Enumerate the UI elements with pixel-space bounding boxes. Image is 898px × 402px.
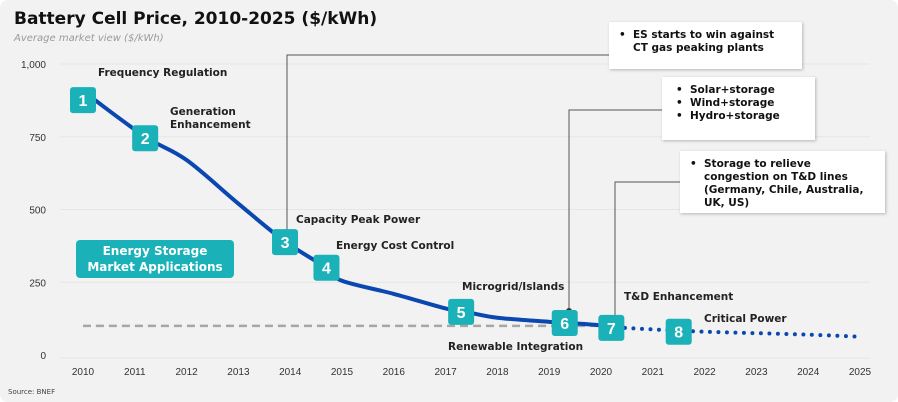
- x-tick-label: 2023: [745, 367, 768, 378]
- x-tick-label: 2018: [486, 367, 509, 378]
- marker-1-number: 1: [79, 93, 88, 110]
- x-tick-label: 2020: [590, 367, 613, 378]
- marker-2-number: 2: [141, 131, 150, 148]
- callout-item: ES starts to win against CT gas peaking …: [619, 29, 792, 55]
- marker-5-box: [448, 298, 475, 325]
- chart-title: Battery Cell Price, 2010-2025 ($/kWh): [14, 9, 378, 29]
- callout-item: Solar+storage: [676, 84, 805, 97]
- source-note: Source: BNEF: [8, 388, 56, 396]
- label-microgrid-islands: Microgrid/Islands: [462, 281, 565, 293]
- marker-5-number: 5: [457, 305, 466, 322]
- marker-1-box: [70, 87, 96, 114]
- marker-4-number: 4: [322, 261, 331, 278]
- chart-subtitle: Average market view ($/kWh): [14, 33, 164, 44]
- x-tick-label: 2022: [693, 367, 716, 378]
- x-tick-label: 2015: [331, 367, 354, 378]
- callout-item: Hydro+storage: [676, 110, 805, 123]
- label-capacity-peak-power: Capacity Peak Power: [296, 214, 421, 226]
- y-tick-label: 750: [29, 133, 46, 144]
- marker-8-box: [665, 318, 692, 345]
- marker-7-number: 7: [607, 321, 616, 338]
- callout-connector: [614, 181, 680, 319]
- x-tick-label: 2017: [434, 367, 457, 378]
- y-tick-label: 250: [29, 278, 46, 289]
- x-tick-label: 2011: [124, 367, 146, 378]
- callout-peaking-plants: ES starts to win against CT gas peaking …: [609, 22, 802, 69]
- marker-4-box: [313, 254, 340, 281]
- label-generation-enhancement: Generation Enhancement: [170, 106, 251, 132]
- x-tick-label: 2024: [797, 367, 820, 378]
- y-tick-label: 1,000: [21, 60, 46, 71]
- marker-6-number: 6: [560, 316, 569, 333]
- marker-2-box: [132, 125, 159, 152]
- market-applications-box: Energy Storage Market Applications: [76, 240, 234, 278]
- callout-item: Wind+storage: [676, 97, 805, 110]
- callout-congestion: Storage to relieve congestion on T&D lin…: [680, 151, 885, 213]
- label-renewable-integration: Renewable Integration: [448, 341, 584, 353]
- series-dotted-line: [614, 325, 862, 339]
- x-tick-label: 2012: [175, 367, 198, 378]
- x-tick-label: 2013: [227, 367, 250, 378]
- label-td-enhancement: T&D Enhancement: [624, 291, 734, 303]
- label-energy-cost-control: Energy Cost Control: [336, 240, 455, 252]
- x-tick-label: 2010: [72, 367, 95, 378]
- x-tick-label: 2016: [383, 367, 406, 378]
- callout-renewables: Solar+storage Wind+storage Hydro+storage: [662, 77, 815, 140]
- label-line: Enhancement: [170, 119, 251, 131]
- label-critical-power: Critical Power: [704, 313, 787, 325]
- marker-7-box: [598, 314, 625, 341]
- marker-3-box: [272, 229, 299, 256]
- marker-6-box: [551, 309, 578, 336]
- marker-3-number: 3: [281, 235, 290, 252]
- box-line: Market Applications: [87, 260, 223, 274]
- box-line: Energy Storage: [102, 244, 208, 258]
- y-tick-label: 0: [40, 351, 46, 362]
- marker-8-number: 8: [674, 325, 683, 342]
- x-tick-label: 2014: [279, 367, 302, 378]
- label-frequency-regulation: Frequency Regulation: [98, 67, 228, 79]
- callout-connector: [286, 54, 609, 240]
- x-tick-label: 2025: [849, 367, 872, 378]
- x-tick-label: 2021: [642, 367, 665, 378]
- callout-connector: [568, 109, 662, 311]
- callout-item: Storage to relieve congestion on T&D lin…: [690, 158, 875, 210]
- y-tick-label: 500: [29, 206, 46, 217]
- label-line: Generation: [170, 106, 236, 118]
- x-tick-label: 2019: [538, 367, 561, 378]
